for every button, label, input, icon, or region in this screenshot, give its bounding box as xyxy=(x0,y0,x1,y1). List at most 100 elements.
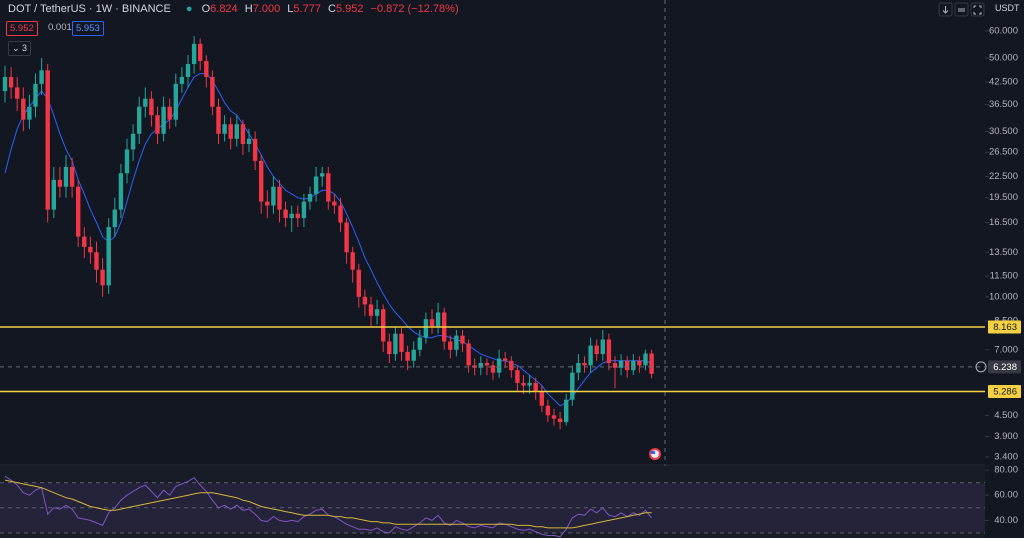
candle-body xyxy=(484,363,490,366)
y-tick-label: 40.00 xyxy=(994,515,1018,526)
candle-body xyxy=(204,60,209,77)
level-label-box xyxy=(988,320,1021,334)
candle-body xyxy=(399,333,404,352)
candle-body xyxy=(393,333,398,355)
candle-body xyxy=(39,70,44,84)
candle-body xyxy=(423,319,429,338)
candle-body xyxy=(503,358,508,361)
ohlc-value: 5.777 xyxy=(293,3,321,15)
candle-body xyxy=(8,76,14,88)
ohlc-high: H7.000 xyxy=(245,3,280,15)
candle-body xyxy=(381,309,386,342)
candle-body xyxy=(405,351,410,361)
candle-body xyxy=(63,166,69,187)
candle-body xyxy=(570,372,575,400)
candle-body xyxy=(271,186,276,206)
candle-body xyxy=(435,312,441,327)
candle-body xyxy=(106,227,111,286)
candle-body xyxy=(118,173,124,210)
y-tick-label: 60.000 xyxy=(989,25,1018,36)
candle-body xyxy=(478,363,483,368)
level-label-box xyxy=(988,384,1021,398)
candle-body xyxy=(252,138,258,161)
ohlc-key: L xyxy=(287,3,294,15)
candle-body xyxy=(112,209,117,228)
candle-body xyxy=(466,343,471,366)
candle-body xyxy=(582,363,587,366)
pane-background xyxy=(0,466,985,538)
sell-button[interactable]: 5.952 xyxy=(6,21,38,36)
candle-body xyxy=(539,391,544,406)
candle-body xyxy=(350,252,355,270)
candle-body xyxy=(130,133,136,150)
candle-body xyxy=(259,160,264,202)
candle-body xyxy=(448,341,453,350)
candle-body xyxy=(94,252,99,270)
symbol-legend: DOT / TetherUS · 1W · BINANCE ● O6.824 H… xyxy=(8,3,463,15)
level-label: 8.163 xyxy=(993,322,1017,333)
candle-body xyxy=(460,335,465,344)
candle-body xyxy=(88,246,93,253)
candle-body xyxy=(27,106,32,120)
buy-button[interactable]: 5.953 xyxy=(72,21,104,36)
candle-body xyxy=(417,337,422,350)
candle-body xyxy=(594,345,599,355)
add-alert-button[interactable] xyxy=(975,361,987,373)
candle-body xyxy=(612,363,618,368)
spread: 0.001 xyxy=(48,22,72,33)
candle-body xyxy=(606,339,612,364)
candle-body xyxy=(387,341,392,355)
candle-body xyxy=(649,353,654,374)
candle-body xyxy=(33,83,38,107)
crosshair-label: 6.238 xyxy=(993,362,1017,373)
candle-body xyxy=(374,309,380,316)
y-tick-label: 3.900 xyxy=(994,431,1018,442)
y-tick-label: 10.000 xyxy=(989,291,1018,302)
level-label: 5.286 xyxy=(993,386,1017,397)
candle-body xyxy=(185,64,191,77)
candle-body xyxy=(179,76,185,84)
y-tick-label: 3.400 xyxy=(994,451,1018,462)
ohlc-key: H xyxy=(244,3,253,15)
candle-body xyxy=(496,358,502,373)
candle-body xyxy=(344,222,349,253)
moving-average xyxy=(4,73,652,407)
y-tick-label: 16.500 xyxy=(989,217,1018,228)
event-flag[interactable] xyxy=(649,448,661,460)
candle-body xyxy=(576,363,581,373)
candle-body xyxy=(155,115,160,134)
y-tick-label: 13.500 xyxy=(989,247,1018,258)
candle-body xyxy=(631,360,636,371)
change: −0.872 (−12.78%) xyxy=(370,3,459,15)
y-tick-label: 42.500 xyxy=(989,77,1018,88)
candle-body xyxy=(149,98,154,116)
candle-body xyxy=(15,87,20,99)
candle-body xyxy=(557,418,563,423)
currency[interactable]: USDT xyxy=(995,3,1020,13)
y-tick-label: 26.500 xyxy=(989,147,1018,158)
y-tick-label: 19.500 xyxy=(989,192,1018,203)
candle-body xyxy=(216,106,221,134)
candle-body xyxy=(490,365,496,373)
symbol[interactable]: DOT / TetherUS · 1W · BINANCE xyxy=(8,3,171,15)
candle-body xyxy=(533,382,538,392)
candle-body xyxy=(521,382,526,386)
candle-body xyxy=(210,76,215,107)
candle-body xyxy=(637,360,642,366)
candle-body xyxy=(198,43,203,61)
candle-body xyxy=(2,76,8,92)
candle-body xyxy=(509,360,514,371)
toolbar-icons[interactable] xyxy=(938,2,985,17)
ohlc-open: O6.824 xyxy=(202,3,238,15)
candle-body xyxy=(191,43,197,65)
candle-body xyxy=(143,98,148,107)
indicators-toggle[interactable]: ⌄ 3 xyxy=(8,41,32,56)
candle-body xyxy=(246,138,252,145)
candle-body xyxy=(618,360,624,368)
ohlc-value: 7.000 xyxy=(252,3,281,15)
y-tick-label: 60.00 xyxy=(994,490,1018,501)
candle-body xyxy=(51,179,56,210)
candle-body xyxy=(240,124,246,145)
candle-body xyxy=(76,186,81,237)
